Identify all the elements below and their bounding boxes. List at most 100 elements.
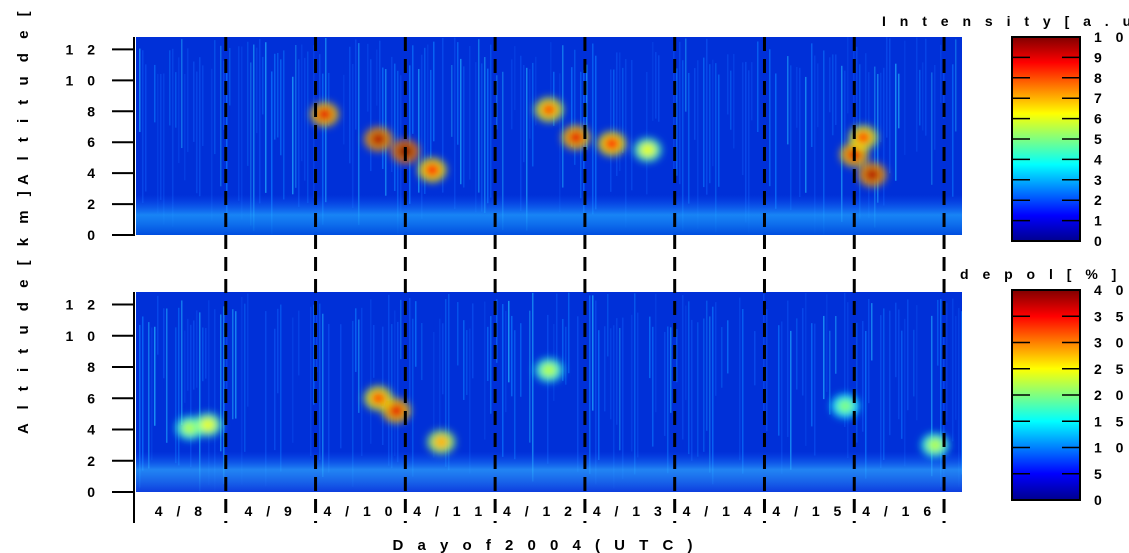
streak <box>682 60 684 231</box>
streak <box>292 76 294 195</box>
streak <box>163 73 165 225</box>
streak <box>574 49 576 165</box>
streak <box>613 69 615 144</box>
streak <box>829 330 831 415</box>
streak <box>835 54 837 126</box>
streak <box>835 316 837 374</box>
x-tick-label: 4 / 9 <box>245 503 297 519</box>
streak <box>277 52 279 138</box>
streak <box>352 320 354 487</box>
streak <box>313 304 315 405</box>
streak <box>871 303 873 361</box>
streak <box>790 65 792 211</box>
streak <box>607 294 609 357</box>
streak <box>196 310 198 388</box>
streak <box>502 304 504 457</box>
x-tick-label: 4 / 1 0 <box>323 503 397 519</box>
streak <box>646 71 648 195</box>
streak <box>220 314 222 452</box>
colorbar-tick-label: 8 <box>1094 70 1107 86</box>
streak <box>823 315 825 400</box>
bottom-y-axis: 0 2 4 6 8 1 0 1 2 <box>66 292 135 500</box>
streak <box>889 38 891 174</box>
streak <box>715 63 717 233</box>
streak <box>187 48 189 152</box>
streak <box>178 57 180 164</box>
streak <box>634 293 636 475</box>
streak <box>649 316 651 379</box>
x-axis: 4 / 8 4 / 9 4 / 1 0 4 / 1 1 4 / 1 2 4 / 1 3 4 … <box>133 492 936 523</box>
streak <box>193 61 195 142</box>
streak <box>430 69 432 159</box>
streak <box>229 48 231 106</box>
y-tick-label: 2 <box>87 453 100 469</box>
streak <box>796 66 798 128</box>
streak <box>454 37 456 210</box>
streak <box>154 326 156 426</box>
streak <box>802 308 804 396</box>
streak <box>670 327 672 413</box>
streak <box>796 318 798 390</box>
streak <box>394 310 396 456</box>
streak <box>832 54 834 136</box>
streak <box>412 318 414 477</box>
streak <box>373 324 375 378</box>
streak <box>142 50 144 203</box>
streak <box>631 59 633 191</box>
streak <box>223 306 225 485</box>
streak <box>259 39 261 204</box>
streak <box>451 64 453 137</box>
streak <box>706 300 708 431</box>
streak <box>619 52 621 172</box>
streak <box>193 320 195 390</box>
streak <box>157 73 159 214</box>
streak <box>202 327 204 382</box>
streak <box>319 54 321 118</box>
colorbar-tick-label: 3 0 <box>1094 335 1128 351</box>
streak <box>523 65 525 163</box>
streak <box>355 308 357 372</box>
streak <box>667 326 669 474</box>
streak <box>952 64 954 197</box>
streak <box>652 42 654 121</box>
colorbar-tick-label: 0 <box>1094 492 1107 508</box>
x-tick-label: 4 / 1 6 <box>862 503 936 519</box>
cloud-core <box>433 435 450 449</box>
streak <box>841 65 843 222</box>
streak <box>847 302 849 458</box>
streak <box>208 300 210 486</box>
streak <box>379 40 381 131</box>
colorbar-tick-label: 1 0 <box>1094 29 1128 45</box>
streak <box>211 68 213 221</box>
cloud-core <box>639 142 656 157</box>
streak <box>712 59 714 167</box>
streak <box>280 304 282 472</box>
streak <box>274 53 276 140</box>
streak <box>901 330 903 439</box>
streak <box>727 320 729 374</box>
streak <box>508 300 510 383</box>
streak <box>172 48 174 227</box>
x-tick-label: 4 / 1 1 <box>413 503 487 519</box>
streak <box>691 319 693 461</box>
streak <box>184 73 186 181</box>
streak <box>781 321 783 474</box>
streak <box>664 331 666 436</box>
streak <box>610 328 612 420</box>
streak <box>814 55 816 234</box>
streak <box>160 73 162 200</box>
streak <box>388 294 390 466</box>
streak <box>745 61 747 223</box>
streak <box>298 310 300 376</box>
streak <box>679 41 681 185</box>
streak <box>697 322 699 457</box>
streak <box>340 324 342 449</box>
colorbar-tick-label: 0 <box>1094 233 1107 249</box>
streak <box>214 40 216 155</box>
streak <box>880 315 882 469</box>
streak <box>463 66 465 188</box>
streak <box>961 311 962 475</box>
streak <box>727 54 729 115</box>
streak <box>469 45 471 180</box>
streak <box>304 57 306 181</box>
